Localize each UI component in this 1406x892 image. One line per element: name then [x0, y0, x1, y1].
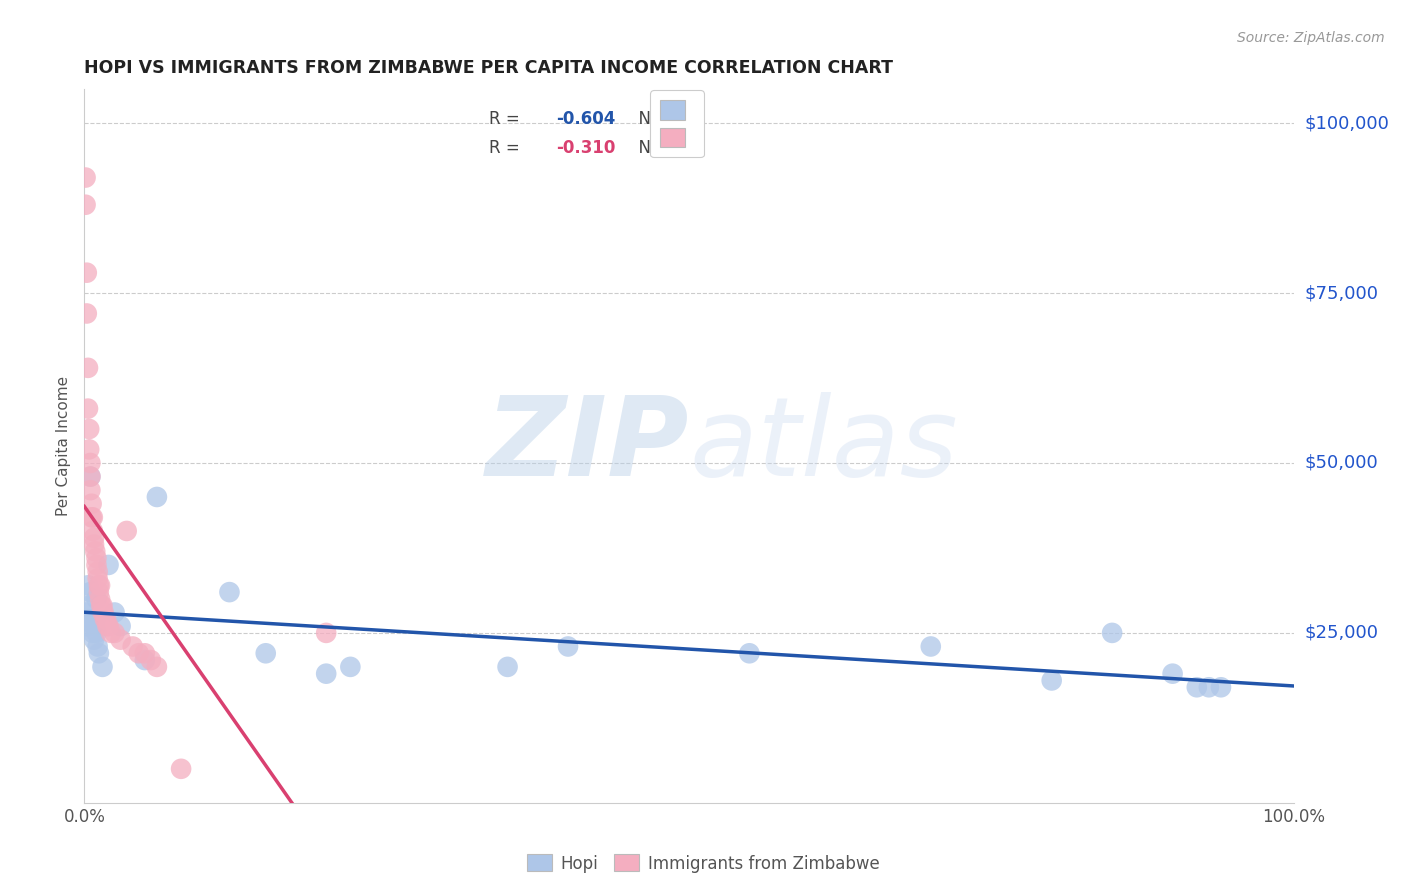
Text: -0.310: -0.310 [555, 139, 616, 157]
Point [80, 497, 103, 511]
Point [77, 422, 100, 436]
Point [75, 170, 97, 185]
Point [1198, 680, 1220, 694]
Point [91, 606, 114, 620]
Point [920, 640, 942, 654]
Text: $50,000: $50,000 [1305, 454, 1378, 472]
Point [80, 510, 103, 524]
Text: R =: R = [489, 111, 526, 128]
Point [738, 646, 761, 660]
Point [77, 401, 100, 416]
Point [96, 619, 118, 633]
Point [82, 626, 104, 640]
Point [83, 632, 105, 647]
Point [339, 660, 361, 674]
Point [90, 599, 112, 613]
Point [146, 490, 169, 504]
Point [79, 483, 101, 498]
Point [315, 626, 337, 640]
Point [77, 442, 100, 457]
Point [82, 510, 104, 524]
Point [83, 537, 105, 551]
Text: HOPI VS IMMIGRANTS FROM ZIMBABWE PER CAPITA INCOME CORRELATION CHART: HOPI VS IMMIGRANTS FROM ZIMBABWE PER CAP… [84, 59, 893, 77]
Point [557, 640, 579, 654]
Point [87, 585, 110, 599]
Text: atlas: atlas [689, 392, 957, 500]
Point [146, 660, 169, 674]
Legend: Hopi, Immigrants from Zimbabwe: Hopi, Immigrants from Zimbabwe [520, 847, 886, 880]
Point [84, 544, 107, 558]
Point [315, 666, 337, 681]
Point [1040, 673, 1063, 688]
Point [134, 646, 156, 660]
Point [115, 524, 138, 538]
Point [87, 578, 110, 592]
Point [87, 646, 110, 660]
Point [79, 456, 101, 470]
Point [86, 626, 108, 640]
Text: ZIP: ZIP [485, 392, 689, 500]
Point [91, 599, 114, 613]
Point [79, 469, 101, 483]
Point [94, 612, 117, 626]
Text: N =: N = [628, 139, 676, 157]
Point [134, 653, 156, 667]
Text: R =: R = [489, 139, 526, 157]
Point [110, 619, 132, 633]
Point [170, 762, 193, 776]
Point [82, 524, 104, 538]
Point [77, 578, 100, 592]
Point [89, 591, 111, 606]
Text: Source: ZipAtlas.com: Source: ZipAtlas.com [1237, 31, 1385, 45]
Point [110, 632, 132, 647]
Point [77, 360, 100, 375]
Point [91, 660, 114, 674]
Point [128, 646, 150, 660]
Point [496, 660, 519, 674]
Point [97, 558, 120, 572]
Point [79, 469, 101, 483]
Point [1209, 680, 1232, 694]
Text: 30: 30 [683, 111, 706, 128]
Point [77, 599, 100, 613]
Point [1185, 680, 1208, 694]
Point [1161, 666, 1184, 681]
Point [76, 619, 98, 633]
Text: N =: N = [628, 111, 676, 128]
Point [83, 619, 105, 633]
Point [94, 612, 117, 626]
Point [76, 306, 98, 320]
Point [86, 591, 108, 606]
Point [93, 606, 115, 620]
Point [121, 640, 143, 654]
Text: -0.604: -0.604 [555, 111, 616, 128]
Point [75, 606, 97, 620]
Text: $75,000: $75,000 [1305, 284, 1379, 302]
Point [80, 612, 103, 626]
Point [84, 612, 107, 626]
Point [86, 640, 108, 654]
Point [89, 578, 111, 592]
Point [218, 585, 240, 599]
Point [86, 572, 108, 586]
Legend: , : , [650, 90, 703, 157]
Point [104, 606, 127, 620]
Point [76, 266, 98, 280]
Point [139, 653, 162, 667]
Point [75, 198, 97, 212]
Point [79, 585, 101, 599]
Text: $100,000: $100,000 [1305, 114, 1389, 132]
Point [254, 646, 277, 660]
Point [104, 626, 127, 640]
Point [86, 565, 108, 579]
Point [83, 531, 105, 545]
Point [86, 551, 108, 566]
Point [86, 558, 108, 572]
Point [100, 626, 122, 640]
Point [1101, 626, 1123, 640]
Y-axis label: Per Capita Income: Per Capita Income [56, 376, 72, 516]
Text: $25,000: $25,000 [1305, 624, 1379, 642]
Text: 45: 45 [683, 139, 706, 157]
Point [97, 619, 120, 633]
